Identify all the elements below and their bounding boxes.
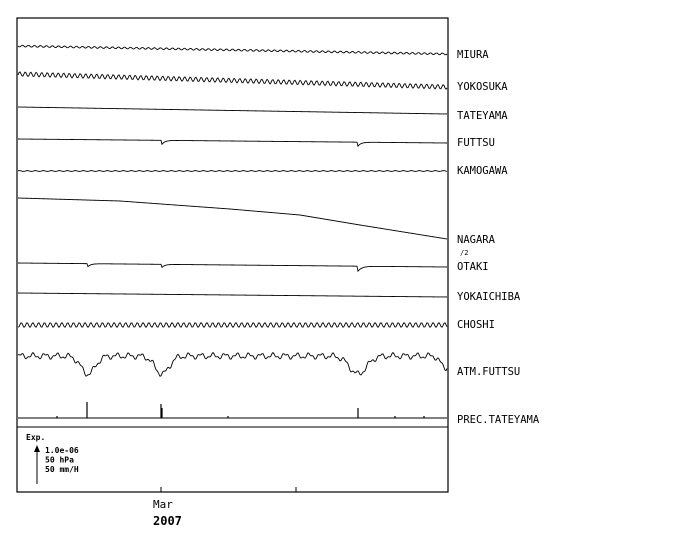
- scale-title: Exp.: [26, 433, 45, 442]
- trace-kamogawa: [17, 170, 448, 172]
- arrow-up-icon: [34, 445, 40, 452]
- trace-nagara: [17, 197, 448, 240]
- station-label: TATEYAMA: [457, 110, 508, 122]
- scale-value: 50 hPa: [45, 456, 74, 465]
- station-label: YOKOSUKA: [457, 81, 508, 93]
- station-label: OTAKI: [457, 261, 489, 273]
- x-axis: Mar 2007: [153, 487, 297, 528]
- trace-futtsu: [17, 138, 448, 148]
- trace-yokaichiba: [17, 292, 448, 298]
- scale-note: /2: [460, 249, 468, 257]
- trace-otaki: [17, 262, 448, 273]
- station-label: MIURA: [457, 49, 489, 61]
- trace-atm-futtsu: [17, 351, 448, 377]
- x-tick-label: Mar: [153, 498, 173, 511]
- station-label: PREC.TATEYAMA: [457, 414, 540, 426]
- scale-value: 50 mm/H: [45, 465, 79, 474]
- station-label: ATM.FUTTSU: [457, 366, 520, 378]
- trace-choshi: [17, 322, 448, 329]
- trace-yokosuka: [17, 71, 448, 90]
- station-label: FUTTSU: [457, 137, 495, 149]
- trace-miura: [17, 44, 448, 56]
- traces-group: [17, 44, 448, 428]
- station-label: NAGARA: [457, 234, 496, 246]
- x-year-label: 2007: [153, 514, 182, 528]
- station-label: KAMOGAWA: [457, 165, 508, 177]
- scale-value: 1.0e-06: [45, 446, 79, 455]
- trace-tateyama: [17, 106, 448, 115]
- plot-frame: [16, 17, 449, 493]
- station-label: CHOSHI: [457, 319, 495, 331]
- station-label: YOKAICHIBA: [457, 291, 521, 303]
- station-labels-group: MIURA YOKOSUKA TATEYAMA FUTTSU KAMOGAWA NAGAR…: [457, 49, 540, 426]
